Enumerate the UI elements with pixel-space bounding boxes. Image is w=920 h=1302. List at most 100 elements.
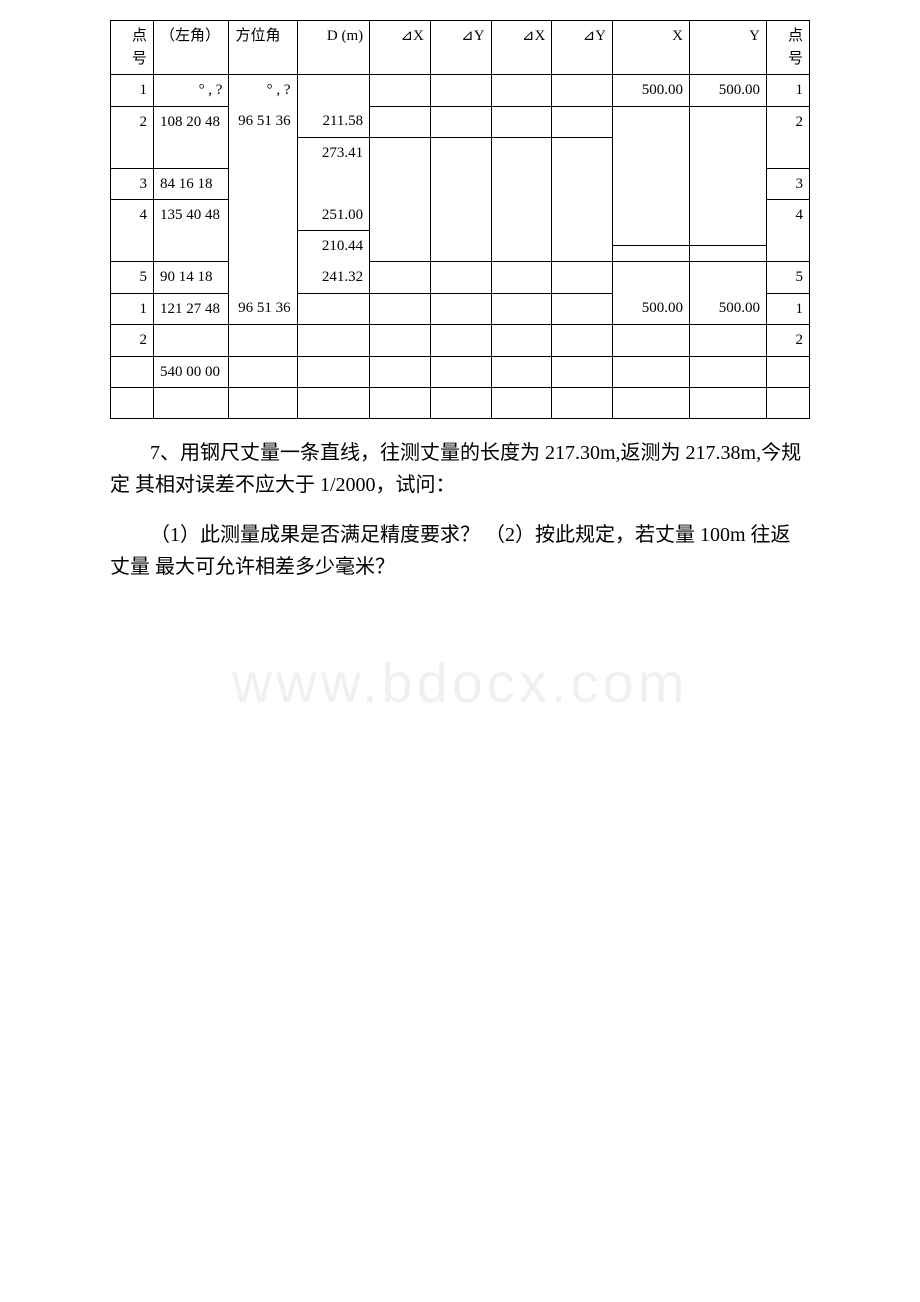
pt1: 1 bbox=[111, 75, 154, 107]
X4b bbox=[613, 231, 690, 246]
angle2b bbox=[153, 325, 229, 357]
pt-sum bbox=[111, 356, 154, 388]
pt3r: 3 bbox=[767, 168, 810, 200]
pt4: 4 bbox=[111, 200, 154, 246]
pt4rb bbox=[767, 246, 810, 262]
e2 bbox=[153, 388, 229, 419]
azimuth2: 96 51 36 bbox=[229, 106, 297, 137]
e7 bbox=[491, 388, 552, 419]
dist-sum bbox=[297, 356, 370, 388]
dist1b bbox=[297, 293, 370, 325]
dx2-1b bbox=[491, 293, 552, 325]
azimuth1: ° , ? bbox=[229, 75, 297, 107]
Y1: 500.00 bbox=[690, 75, 767, 107]
dx1-2b bbox=[370, 325, 431, 357]
azimuth2b bbox=[229, 325, 297, 357]
X1b: 500.00 bbox=[613, 293, 690, 325]
e6 bbox=[430, 388, 491, 419]
dy2-1 bbox=[552, 75, 613, 107]
angle4b bbox=[153, 246, 229, 262]
X1: 500.00 bbox=[613, 75, 690, 107]
dx2-5 bbox=[491, 262, 552, 294]
header-pt-left: 点号 bbox=[111, 21, 154, 75]
Y4b bbox=[690, 231, 767, 246]
e4 bbox=[297, 388, 370, 419]
header-Y: Y bbox=[690, 21, 767, 75]
e3 bbox=[229, 388, 297, 419]
dy2-2 bbox=[552, 106, 613, 137]
question7-para1: 7、用钢尺丈量一条直线，往测丈量的长度为 217.30m,返测为 217.38m… bbox=[110, 437, 810, 501]
azimuth-mid bbox=[229, 137, 297, 262]
dx1-1b bbox=[370, 293, 431, 325]
e5 bbox=[370, 388, 431, 419]
angle2: 108 20 48 bbox=[153, 106, 229, 168]
header-angle: （左角） bbox=[153, 21, 229, 75]
pt2r: 2 bbox=[767, 106, 810, 168]
angle1b: 121 27 48 bbox=[153, 293, 229, 325]
watermark: www.bdocx.com bbox=[0, 650, 920, 715]
pt4b bbox=[111, 246, 154, 262]
dy2-4 bbox=[552, 246, 613, 262]
dx1-sum bbox=[370, 356, 431, 388]
dy1-1 bbox=[430, 75, 491, 107]
angle5: 90 14 18 bbox=[153, 262, 229, 294]
pt2br: 2 bbox=[767, 325, 810, 357]
Y-sum bbox=[690, 356, 767, 388]
dy1-5 bbox=[430, 262, 491, 294]
pt3: 3 bbox=[111, 168, 154, 200]
pt5r: 5 bbox=[767, 262, 810, 294]
dy1-3 bbox=[430, 137, 491, 246]
e9 bbox=[613, 388, 690, 419]
pt1r: 1 bbox=[767, 75, 810, 107]
pt2: 2 bbox=[111, 106, 154, 168]
dx2-3 bbox=[491, 137, 552, 246]
Y4 bbox=[690, 200, 767, 231]
dx1-2 bbox=[370, 106, 431, 137]
dist3: 273.41 bbox=[297, 137, 370, 168]
dx1-4 bbox=[370, 246, 431, 262]
X2 bbox=[613, 106, 690, 168]
dist4: 251.00 bbox=[297, 200, 370, 231]
e10 bbox=[690, 388, 767, 419]
dy2-sum bbox=[552, 356, 613, 388]
dx1-5 bbox=[370, 262, 431, 294]
Y5 bbox=[690, 262, 767, 294]
dx2-2 bbox=[491, 106, 552, 137]
dy1-sum bbox=[430, 356, 491, 388]
dy2-1b bbox=[552, 293, 613, 325]
Y2 bbox=[690, 106, 767, 168]
e11 bbox=[767, 388, 810, 419]
empty bbox=[111, 388, 154, 419]
dx2-sum bbox=[491, 356, 552, 388]
dist2: 211.58 bbox=[297, 106, 370, 137]
pt1b: 1 bbox=[111, 293, 154, 325]
dy1-2b bbox=[430, 325, 491, 357]
pt1br: 1 bbox=[767, 293, 810, 325]
dy2-3 bbox=[552, 137, 613, 246]
header-dy2: ⊿Y bbox=[552, 21, 613, 75]
dy2-5 bbox=[552, 262, 613, 294]
az-sum bbox=[229, 356, 297, 388]
azimuth1b: 96 51 36 bbox=[229, 293, 297, 325]
X-sum bbox=[613, 356, 690, 388]
X2b bbox=[613, 325, 690, 357]
dy1-2 bbox=[430, 106, 491, 137]
header-azimuth: 方位角 bbox=[229, 21, 297, 75]
header-dist: D (m) bbox=[297, 21, 370, 75]
angle1: ° , ? bbox=[153, 75, 229, 107]
dx2-4 bbox=[491, 246, 552, 262]
Y3 bbox=[690, 168, 767, 200]
header-pt-right: 点号 bbox=[767, 21, 810, 75]
question7-para2: （1）此测量成果是否满足精度要求？ （2）按此规定，若丈量 100m 往返丈量 … bbox=[110, 519, 810, 583]
header-dx1: ⊿X bbox=[370, 21, 431, 75]
pt2b: 2 bbox=[111, 325, 154, 357]
X3 bbox=[613, 168, 690, 200]
e8 bbox=[552, 388, 613, 419]
dist-mid: 210.44 bbox=[297, 231, 370, 262]
header-dx2: ⊿X bbox=[491, 21, 552, 75]
dy1-1b bbox=[430, 293, 491, 325]
traverse-table: 点号 （左角） 方位角 D (m) ⊿X ⊿Y ⊿X ⊿Y X Y 点号 1 °… bbox=[110, 20, 810, 419]
azimuth5 bbox=[229, 262, 297, 294]
dist1 bbox=[297, 75, 370, 107]
angle-sum: 540 00 00 bbox=[153, 356, 229, 388]
